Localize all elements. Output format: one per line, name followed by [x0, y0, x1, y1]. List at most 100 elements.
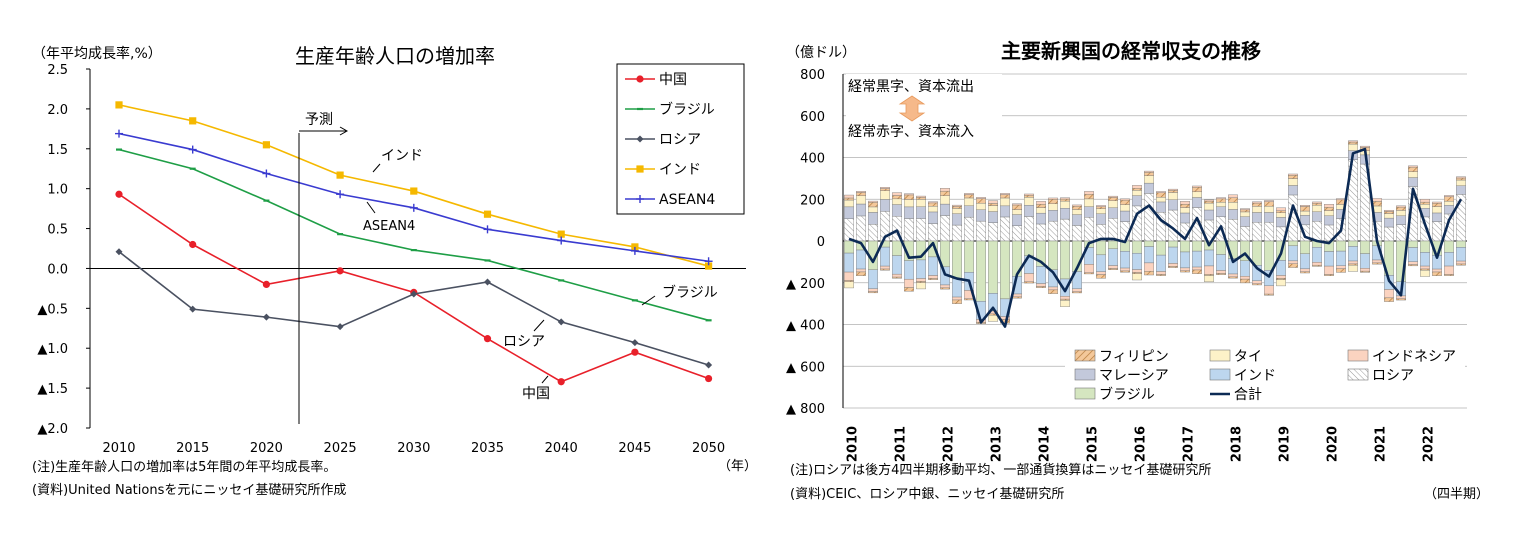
series-point-4: [557, 236, 566, 245]
bar-segment: [1264, 206, 1274, 213]
bar-segment: [1204, 249, 1214, 267]
bar-segment: [1240, 209, 1250, 213]
series-point-0: [189, 240, 197, 249]
bar-segment: [1156, 197, 1166, 203]
bar-segment: [1036, 283, 1046, 287]
left-xtick-label: 2010: [102, 441, 135, 456]
bar-segment: [928, 278, 938, 280]
left-ytick-label: ▲1.5: [37, 382, 68, 397]
bar-segment: [1048, 286, 1058, 291]
series-point-3: [483, 210, 492, 218]
series-point-3: [262, 141, 270, 149]
bar-segment: [1408, 247, 1418, 262]
legend-label-3: インド: [659, 162, 701, 178]
bar-segment: [1264, 201, 1274, 207]
bar-segment: [976, 203, 986, 210]
right-source: (資料)CEIC、ロシア中銀、ニッセイ基礎研究所: [790, 487, 1064, 502]
bar-segment: [1108, 195, 1118, 198]
bar-segment: [1012, 204, 1022, 210]
bar-segment: [976, 209, 986, 222]
flow-note-box: [846, 74, 1002, 146]
bar-segment: [1252, 201, 1262, 204]
bar-segment: [988, 314, 998, 322]
bar-segment: [1384, 211, 1394, 214]
bar-segment: [1312, 201, 1322, 204]
bar-segment: [1192, 187, 1202, 193]
series-point-4: [630, 246, 639, 255]
anno-brazil: ブラジル: [662, 284, 718, 301]
bar-segment: [1132, 188, 1142, 191]
bar-segment: [892, 276, 902, 279]
series-point-0: [115, 190, 123, 198]
bar-segment: [1324, 265, 1334, 275]
bar-segment: [1300, 240, 1310, 254]
right-xtick-label: 2019: [1278, 426, 1293, 462]
right-xtick-label: 2010: [846, 426, 861, 462]
bar-segment: [1240, 216, 1250, 227]
left-ytick-label: 1.5: [47, 143, 68, 158]
bar-segment: [1048, 289, 1058, 294]
series-point-1: [484, 259, 491, 262]
bar-segment: [1252, 202, 1262, 207]
left-xtick-label: 2030: [397, 441, 430, 456]
legend-swatch: [1347, 349, 1369, 362]
bar-segment: [1156, 271, 1166, 275]
bar-segment: [1228, 273, 1238, 278]
bar-segment: [1108, 265, 1118, 269]
series-point-3: [115, 101, 123, 109]
bar-segment: [1360, 268, 1370, 272]
bar-segment: [1120, 267, 1130, 272]
bar-segment: [1456, 240, 1466, 248]
bar-segment: [1048, 199, 1058, 204]
bar-segment: [1324, 251, 1334, 267]
bar-segment: [1408, 177, 1418, 187]
series-point-0: [483, 335, 492, 343]
bar-segment: [1240, 278, 1250, 284]
bar-segment: [1324, 215, 1334, 226]
bar-segment: [988, 205, 998, 212]
bar-segment: [1240, 208, 1250, 211]
bar-segment: [1336, 268, 1346, 273]
bar-segment: [1048, 203, 1058, 211]
bar-segment: [1144, 193, 1154, 242]
series-point-4: [336, 190, 345, 199]
bar-segment: [1096, 213, 1106, 225]
bar-segment: [1360, 253, 1370, 269]
bar-segment: [952, 299, 962, 304]
bar-segment: [1000, 205, 1010, 218]
bar-segment: [1456, 185, 1466, 195]
bar-segment: [916, 206, 926, 219]
bar-segment: [988, 203, 998, 206]
bar-segment: [1300, 205, 1310, 207]
series-point-2: [557, 318, 565, 326]
bar-segment: [892, 204, 902, 217]
bar-segment: [1228, 209, 1238, 220]
series-point-4: [188, 145, 197, 154]
bar-segment: [1096, 254, 1106, 272]
bar-segment: [1120, 251, 1130, 269]
series-point-1: [116, 148, 122, 151]
bar-segment: [1240, 260, 1250, 277]
bar-segment: [928, 275, 938, 279]
left-series: [115, 101, 713, 386]
legend-label: 合計: [1234, 387, 1262, 403]
bar-segment: [1384, 289, 1394, 299]
left-xtick-label: 2035: [471, 441, 504, 456]
bar-segment: [1336, 265, 1346, 269]
series-point-4: [115, 129, 123, 138]
series-point-1: [410, 248, 417, 252]
bar-segment: [1288, 175, 1298, 179]
bar-segment: [904, 194, 914, 200]
bar-segment: [1180, 207, 1190, 214]
legend-label: タイ: [1234, 349, 1262, 365]
right-ytick-label: ▲ 600: [786, 360, 825, 375]
bar-segment: [1324, 210, 1334, 216]
left-ytick-label: ▲0.5: [37, 302, 68, 317]
right-xtick-label: 2012: [942, 426, 957, 462]
bar-segment: [1372, 198, 1382, 202]
series-point-3: [189, 117, 197, 125]
bar-segment: [1456, 179, 1466, 186]
bar-segment: [964, 216, 974, 242]
bar-segment: [1036, 201, 1046, 205]
bar-segment: [952, 206, 962, 209]
